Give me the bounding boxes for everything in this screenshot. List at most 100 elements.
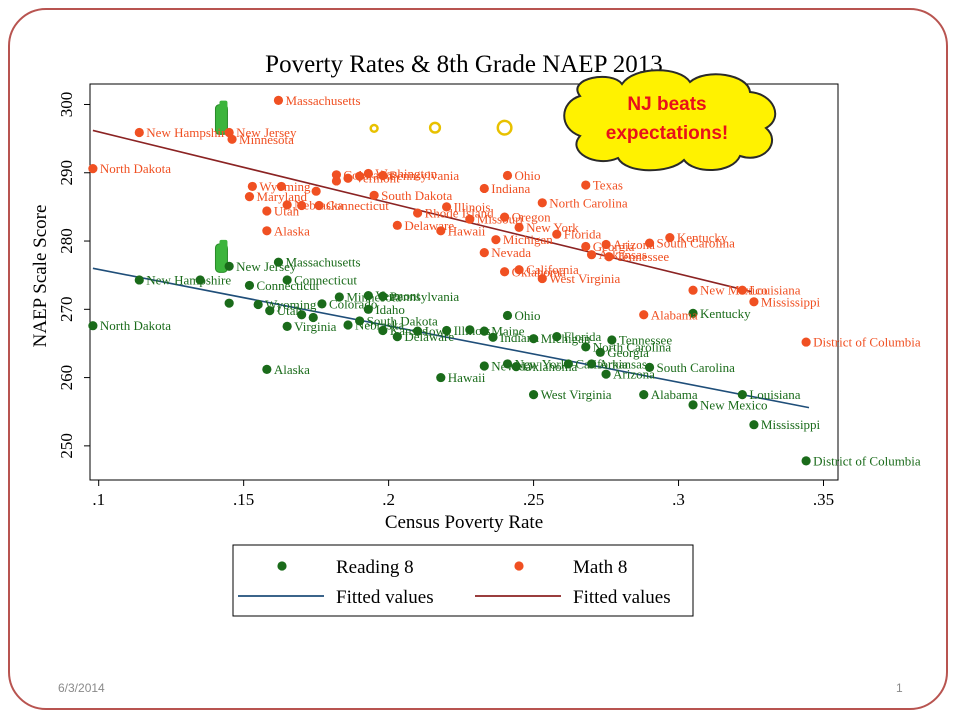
reading-point-label: Vermont: [375, 288, 420, 303]
reading-point-label: North Dakota: [100, 318, 171, 333]
reading-point-label: Virginia: [294, 319, 337, 334]
reading-point-label: Arizona: [613, 367, 655, 382]
reading-point: [801, 456, 811, 466]
math-point: [537, 273, 547, 284]
reading-point: [282, 321, 292, 331]
x-tick-label: .2: [382, 490, 395, 509]
math-point-label: Massachusetts: [285, 93, 360, 108]
legend-marker: [514, 561, 524, 571]
math-point: [363, 168, 373, 179]
reading-point-label: Hawaii: [448, 370, 486, 385]
math-point-label: Rhode Island: [425, 206, 494, 221]
reading-point: [378, 325, 388, 336]
size-circle: [428, 121, 442, 134]
reading-point: [639, 390, 649, 400]
math-point-label: Ohio: [514, 168, 540, 183]
reading-point: [488, 332, 498, 342]
reading-point: [465, 325, 475, 335]
math-point: [581, 241, 591, 252]
reading-point: [392, 332, 402, 342]
y-tick-label: 300: [57, 92, 76, 118]
reading-point-label: New York: [514, 356, 567, 371]
reading-point: [308, 312, 318, 323]
reading-point: [244, 280, 255, 291]
legend-label: Reading 8: [336, 557, 414, 578]
math-point: [502, 170, 513, 181]
reading-point: [134, 275, 144, 285]
size-circle: [369, 123, 379, 134]
reading-point: [195, 275, 205, 285]
callout-cloud: NJ beats expectations!: [563, 69, 777, 172]
reading-point: [88, 321, 98, 331]
fit-lines: [92, 129, 810, 409]
reading-point: [502, 359, 513, 369]
math-point-label: New Mexico: [700, 283, 768, 298]
reading-point-label: Massachusetts: [285, 255, 360, 270]
math-point: [273, 95, 284, 105]
math-point: [586, 250, 597, 260]
math-point: [392, 220, 402, 230]
reading-point: [363, 291, 373, 301]
reading-point: [749, 420, 759, 430]
y-tick-label: 290: [57, 160, 76, 186]
reading-point: [253, 299, 263, 310]
x-tick-label: .15: [233, 490, 254, 509]
legend-label: Math 8: [573, 557, 627, 578]
reading-point: [502, 310, 513, 321]
math-point-label: Washington: [375, 166, 437, 181]
reading-fitted-line: [92, 267, 810, 409]
math-point: [282, 200, 292, 210]
math-point-label: Arizona: [613, 237, 655, 252]
math-point: [331, 176, 342, 186]
reading-point-label: Ohio: [514, 308, 540, 323]
reading-point-label: Florida: [564, 329, 602, 344]
math-point-label: Florida: [564, 227, 602, 242]
reading-point-label: West Virginia: [541, 387, 612, 402]
math-point-label: Texas: [593, 178, 623, 193]
reading-point-label: Utah: [277, 303, 303, 318]
reading-point: [586, 359, 597, 369]
math-point-label: Missouri: [477, 212, 524, 227]
y-axis: 250 260 270 280 290 300: [57, 92, 90, 459]
x-axis: .1 .15 .2 .25 .3 .35: [92, 480, 834, 509]
math-point: [688, 285, 698, 295]
reading-point-label: Tennessee: [619, 333, 672, 348]
math-point-label: Pennsylvania: [390, 168, 460, 183]
math-point-label: Alaska: [274, 223, 310, 238]
reading-point-label: Connecticut: [294, 272, 357, 287]
slide-date: 6/3/2014: [58, 681, 105, 695]
reading-point-label: South Carolina: [657, 360, 736, 375]
reading-point-label: South Dakota: [367, 313, 438, 328]
x-tick-label: .1: [92, 490, 105, 509]
math-point: [297, 200, 307, 211]
x-tick-label: .35: [813, 490, 834, 509]
math-point-label: District of Columbia: [813, 335, 921, 350]
math-point: [537, 198, 547, 208]
reading-point: [607, 335, 617, 345]
reading-point: [282, 275, 292, 285]
math-point-label: Indiana: [491, 181, 530, 196]
size-circles: [369, 119, 513, 136]
reading-point-label: Minnesota: [346, 290, 401, 305]
reading-point: [688, 308, 698, 319]
math-point: [644, 238, 655, 248]
reading-point-label: Alaska: [274, 362, 310, 377]
chart-title: Poverty Rates & 8th Grade NAEP 2013: [265, 51, 663, 78]
math-point-label: New York: [526, 220, 579, 235]
math-point: [442, 202, 452, 212]
callout-line1: NJ beats: [627, 94, 706, 115]
math-point: [244, 192, 255, 202]
reading-point: [595, 347, 605, 357]
reading-point-label: Maine: [491, 324, 524, 339]
math-point-label: Hawaii: [448, 223, 486, 238]
nj-marker-reading-tip: [219, 239, 228, 250]
math-point: [552, 229, 562, 239]
math-point-label: South Dakota: [381, 188, 452, 203]
reading-point-label: Connecticut: [256, 278, 319, 293]
reading-point-label: Louisiana: [749, 387, 800, 402]
reading-point-label: Kentucky: [700, 306, 751, 321]
reading-point-label: Arkansas: [599, 356, 647, 371]
reading-point-label: Alabama: [651, 387, 698, 402]
